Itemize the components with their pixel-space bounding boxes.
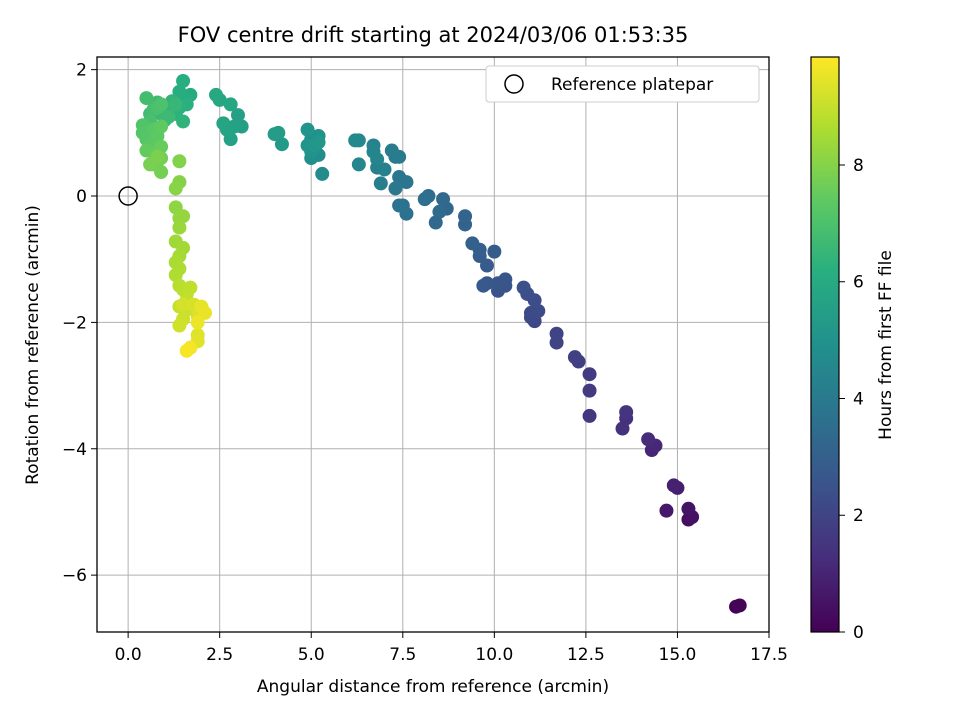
data-point bbox=[176, 114, 191, 129]
x-tick-label: 7.5 bbox=[389, 645, 416, 665]
chart-title: FOV centre drift starting at 2024/03/06 … bbox=[178, 23, 689, 47]
data-point bbox=[223, 97, 238, 112]
data-point bbox=[190, 315, 205, 330]
data-point bbox=[154, 119, 169, 134]
data-point bbox=[666, 478, 681, 493]
data-point bbox=[531, 304, 546, 319]
data-point bbox=[480, 258, 495, 273]
data-point bbox=[432, 204, 447, 219]
legend-marker-icon bbox=[504, 74, 524, 94]
y-tick-label: −4 bbox=[62, 440, 87, 460]
data-point bbox=[487, 244, 502, 259]
colorbar-tick-label: 4 bbox=[853, 389, 864, 409]
data-point bbox=[168, 97, 183, 112]
y-axis-ticks: −6 −4 −2 0 2 bbox=[62, 61, 97, 586]
data-point bbox=[183, 280, 198, 295]
data-point bbox=[300, 122, 315, 137]
data-point bbox=[582, 383, 597, 398]
data-point bbox=[209, 87, 224, 102]
x-tick-label: 10.0 bbox=[475, 645, 513, 665]
y-tick-label: −6 bbox=[62, 566, 87, 586]
data-point bbox=[582, 367, 597, 382]
data-point bbox=[198, 305, 213, 320]
data-point bbox=[567, 350, 582, 365]
data-point bbox=[172, 154, 187, 169]
colorbar-ticks: 0 2 4 6 8 bbox=[839, 156, 864, 643]
data-point bbox=[516, 280, 531, 295]
y-tick-label: 0 bbox=[76, 187, 87, 207]
data-point bbox=[582, 408, 597, 423]
data-point bbox=[392, 198, 407, 213]
legend-label: Reference platepar bbox=[551, 75, 713, 95]
data-point bbox=[392, 170, 407, 185]
reference-platepar-marker bbox=[118, 186, 138, 206]
data-point bbox=[659, 503, 674, 518]
x-axis-ticks: 0.0 2.5 5.0 7.5 10.0 12.5 15.0 17.5 bbox=[115, 632, 788, 665]
data-point bbox=[348, 133, 363, 148]
data-point bbox=[373, 176, 388, 191]
scatter-points bbox=[135, 74, 747, 614]
x-tick-label: 17.5 bbox=[750, 645, 788, 665]
data-point bbox=[732, 598, 747, 613]
data-point bbox=[216, 116, 231, 131]
data-point bbox=[388, 149, 403, 164]
data-point bbox=[150, 149, 165, 164]
data-point bbox=[377, 162, 392, 177]
data-point bbox=[351, 157, 366, 172]
colorbar-tick-label: 6 bbox=[853, 273, 864, 293]
data-point bbox=[681, 501, 696, 516]
data-point bbox=[154, 97, 169, 112]
data-point bbox=[458, 209, 473, 224]
data-point bbox=[176, 297, 191, 312]
data-point bbox=[641, 432, 656, 447]
data-point bbox=[161, 110, 176, 125]
legend-box bbox=[485, 65, 760, 103]
data-point bbox=[491, 276, 506, 291]
data-point bbox=[615, 421, 630, 436]
data-point bbox=[366, 144, 381, 159]
data-point bbox=[315, 166, 330, 181]
data-point bbox=[230, 108, 245, 123]
data-point bbox=[267, 127, 282, 142]
data-point bbox=[176, 209, 191, 224]
data-point bbox=[139, 91, 154, 106]
x-tick-label: 5.0 bbox=[298, 645, 325, 665]
data-point bbox=[172, 220, 187, 235]
x-tick-label: 2.5 bbox=[206, 645, 233, 665]
data-point bbox=[172, 318, 187, 333]
x-tick-label: 0.0 bbox=[115, 645, 142, 665]
data-point bbox=[168, 267, 183, 282]
y-axis-label: Rotation from reference (arcmin) bbox=[23, 205, 43, 485]
legend: Reference platepar bbox=[485, 65, 760, 103]
y-tick-label: 2 bbox=[76, 61, 87, 81]
y-tick-label: −2 bbox=[62, 313, 87, 333]
data-point bbox=[549, 326, 564, 341]
data-point bbox=[172, 84, 187, 99]
colorbar-tick-label: 0 bbox=[853, 623, 864, 643]
data-point bbox=[476, 278, 491, 293]
x-tick-label: 15.0 bbox=[659, 645, 697, 665]
data-point bbox=[388, 181, 403, 196]
data-point bbox=[168, 181, 183, 196]
data-point bbox=[436, 192, 451, 207]
x-tick-label: 12.5 bbox=[567, 645, 605, 665]
data-point bbox=[619, 405, 634, 420]
colorbar-label: Hours from first FF file bbox=[876, 250, 896, 440]
colorbar bbox=[810, 56, 840, 633]
x-axis-label: Angular distance from reference (arcmin) bbox=[257, 677, 609, 697]
data-point bbox=[179, 343, 194, 358]
data-point bbox=[465, 236, 480, 251]
data-point bbox=[274, 137, 289, 152]
data-point bbox=[154, 165, 169, 179]
colorbar-tick-label: 2 bbox=[853, 506, 864, 526]
data-point bbox=[176, 74, 191, 89]
data-point bbox=[428, 215, 443, 230]
data-point bbox=[417, 192, 432, 207]
data-point bbox=[311, 135, 326, 150]
colorbar-tick-label: 8 bbox=[853, 156, 864, 176]
plot-frame bbox=[96, 56, 770, 633]
